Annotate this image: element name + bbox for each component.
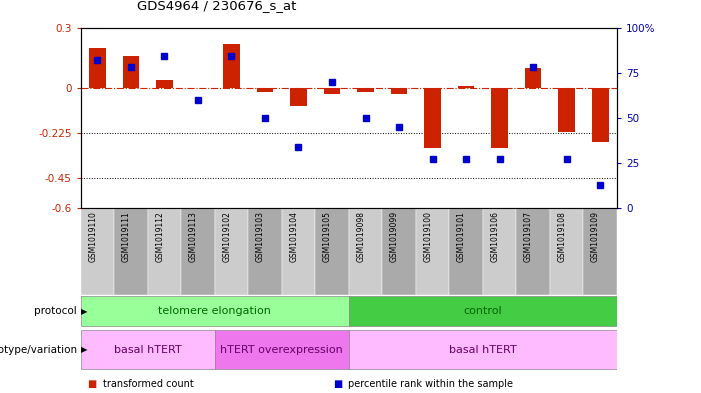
Text: GSM1019102: GSM1019102 bbox=[222, 211, 231, 262]
Text: basal hTERT: basal hTERT bbox=[114, 345, 182, 355]
Text: GSM1019100: GSM1019100 bbox=[423, 211, 433, 262]
Bar bbox=[181, 208, 215, 295]
Text: control: control bbox=[463, 307, 502, 316]
Text: ▶: ▶ bbox=[81, 307, 88, 316]
Text: GDS4964 / 230676_s_at: GDS4964 / 230676_s_at bbox=[137, 0, 296, 12]
Bar bbox=[424, 88, 441, 148]
Bar bbox=[517, 208, 550, 295]
Bar bbox=[215, 330, 349, 369]
Bar bbox=[449, 208, 483, 295]
Text: basal hTERT: basal hTERT bbox=[449, 345, 517, 355]
Text: GSM1019110: GSM1019110 bbox=[88, 211, 97, 262]
Text: GSM1019106: GSM1019106 bbox=[491, 211, 500, 262]
Bar bbox=[525, 68, 541, 88]
Text: GSM1019098: GSM1019098 bbox=[357, 211, 365, 262]
Bar bbox=[483, 208, 517, 295]
Bar bbox=[123, 56, 139, 88]
Bar bbox=[416, 208, 449, 295]
Text: percentile rank within the sample: percentile rank within the sample bbox=[348, 379, 513, 389]
Text: ■: ■ bbox=[88, 379, 97, 389]
Bar bbox=[89, 48, 106, 88]
Bar bbox=[558, 88, 575, 132]
Bar bbox=[458, 86, 475, 88]
Bar bbox=[592, 88, 608, 142]
Text: GSM1019101: GSM1019101 bbox=[457, 211, 466, 262]
Bar bbox=[81, 296, 349, 327]
Text: ■: ■ bbox=[333, 379, 342, 389]
Text: GSM1019105: GSM1019105 bbox=[323, 211, 332, 262]
Text: GSM1019113: GSM1019113 bbox=[189, 211, 198, 262]
Text: GSM1019104: GSM1019104 bbox=[290, 211, 299, 262]
Bar bbox=[349, 208, 382, 295]
Text: GSM1019112: GSM1019112 bbox=[156, 211, 165, 262]
Bar bbox=[349, 330, 617, 369]
Bar bbox=[215, 208, 248, 295]
Bar bbox=[550, 208, 583, 295]
Text: GSM1019099: GSM1019099 bbox=[390, 211, 399, 262]
Text: GSM1019109: GSM1019109 bbox=[591, 211, 600, 262]
Text: GSM1019103: GSM1019103 bbox=[256, 211, 265, 262]
Text: telomere elongation: telomere elongation bbox=[158, 307, 271, 316]
Bar bbox=[491, 88, 508, 148]
Text: GSM1019111: GSM1019111 bbox=[122, 211, 131, 262]
Bar bbox=[382, 208, 416, 295]
Text: ▶: ▶ bbox=[81, 345, 88, 354]
Bar bbox=[223, 44, 240, 88]
Bar bbox=[324, 88, 341, 94]
Bar bbox=[349, 296, 617, 327]
Bar bbox=[248, 208, 282, 295]
Text: transformed count: transformed count bbox=[103, 379, 193, 389]
Bar bbox=[315, 208, 349, 295]
Text: genotype/variation: genotype/variation bbox=[0, 345, 77, 355]
Bar bbox=[257, 88, 273, 92]
Bar bbox=[390, 88, 407, 94]
Bar bbox=[583, 208, 617, 295]
Bar bbox=[156, 80, 172, 88]
Text: protocol: protocol bbox=[34, 307, 77, 316]
Bar bbox=[148, 208, 181, 295]
Bar bbox=[282, 208, 315, 295]
Bar bbox=[357, 88, 374, 92]
Text: GSM1019108: GSM1019108 bbox=[557, 211, 566, 262]
Bar bbox=[81, 330, 215, 369]
Bar bbox=[114, 208, 148, 295]
Bar bbox=[81, 208, 114, 295]
Bar bbox=[290, 88, 307, 106]
Text: GSM1019107: GSM1019107 bbox=[524, 211, 533, 262]
Text: hTERT overexpression: hTERT overexpression bbox=[220, 345, 343, 355]
